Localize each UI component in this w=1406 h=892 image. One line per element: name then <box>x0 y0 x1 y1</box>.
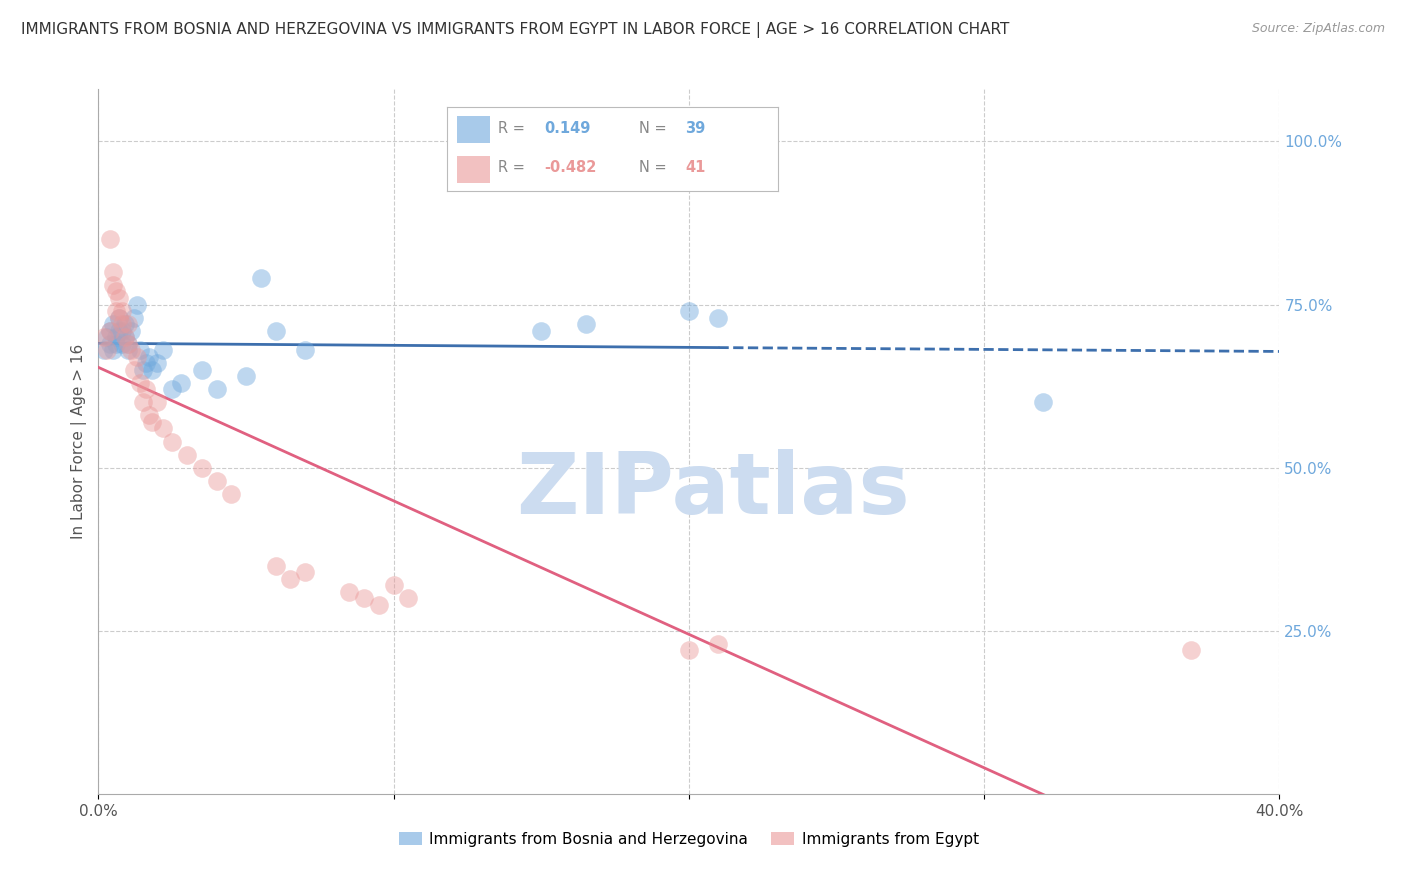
Point <box>98 232 121 246</box>
Point <box>108 310 131 325</box>
Point <box>98 336 121 351</box>
Point <box>96 330 118 344</box>
Point <box>162 382 183 396</box>
Point <box>146 395 169 409</box>
Point <box>114 317 136 331</box>
Point <box>105 304 128 318</box>
Point <box>93 330 115 344</box>
Text: Source: ZipAtlas.com: Source: ZipAtlas.com <box>1251 22 1385 36</box>
Point <box>117 336 139 351</box>
Point <box>132 395 155 409</box>
Point <box>141 363 163 377</box>
Point <box>707 310 730 325</box>
Point <box>294 343 316 358</box>
Point <box>135 356 157 370</box>
Point <box>280 572 302 586</box>
Point <box>93 343 115 358</box>
Point <box>152 343 174 358</box>
Point <box>105 285 128 299</box>
Point <box>117 343 139 358</box>
Point <box>117 317 139 331</box>
Point <box>128 376 150 390</box>
Point <box>114 330 136 344</box>
Point <box>205 474 228 488</box>
Point <box>111 317 134 331</box>
Point <box>128 343 150 358</box>
Point <box>122 310 145 325</box>
Point <box>141 415 163 429</box>
Point <box>117 336 139 351</box>
Point <box>135 382 157 396</box>
Point <box>221 487 243 501</box>
Point <box>120 343 142 358</box>
Point <box>120 324 142 338</box>
Point <box>103 317 125 331</box>
Point <box>398 591 420 606</box>
Text: IMMIGRANTS FROM BOSNIA AND HERZEGOVINA VS IMMIGRANTS FROM EGYPT IN LABOR FORCE |: IMMIGRANTS FROM BOSNIA AND HERZEGOVINA V… <box>21 22 1010 38</box>
Point <box>339 584 361 599</box>
Point <box>105 330 128 344</box>
Legend: Immigrants from Bosnia and Herzegovina, Immigrants from Egypt: Immigrants from Bosnia and Herzegovina, … <box>392 826 986 853</box>
Point <box>146 356 169 370</box>
Point <box>1180 643 1202 657</box>
Point <box>678 304 700 318</box>
Point <box>162 434 183 449</box>
Point <box>98 324 121 338</box>
Point <box>264 558 287 573</box>
Point <box>132 363 155 377</box>
Point <box>108 291 131 305</box>
Point <box>96 343 118 358</box>
Point <box>103 343 125 358</box>
Point <box>294 565 316 579</box>
Point <box>152 421 174 435</box>
Point <box>264 324 287 338</box>
Point <box>125 350 148 364</box>
Point <box>707 637 730 651</box>
Point <box>98 324 121 338</box>
Point <box>111 304 134 318</box>
Point <box>170 376 193 390</box>
Point <box>111 336 134 351</box>
Point <box>103 265 125 279</box>
Point <box>235 369 257 384</box>
Point <box>678 643 700 657</box>
Point <box>205 382 228 396</box>
Point <box>353 591 375 606</box>
Point <box>368 598 391 612</box>
Point <box>382 578 405 592</box>
Point <box>250 271 273 285</box>
Point <box>114 330 136 344</box>
Point <box>530 324 553 338</box>
Point <box>138 350 160 364</box>
Point <box>125 297 148 311</box>
Point <box>1032 395 1054 409</box>
Point <box>111 324 134 338</box>
Point <box>108 324 131 338</box>
Point <box>138 409 160 423</box>
Point <box>103 277 125 292</box>
Point <box>191 460 214 475</box>
Y-axis label: In Labor Force | Age > 16: In Labor Force | Age > 16 <box>72 344 87 539</box>
Point <box>122 363 145 377</box>
Text: ZIPatlas: ZIPatlas <box>516 450 910 533</box>
Point <box>176 448 198 462</box>
Point <box>575 317 598 331</box>
Point <box>105 336 128 351</box>
Point <box>191 363 214 377</box>
Point <box>108 310 131 325</box>
